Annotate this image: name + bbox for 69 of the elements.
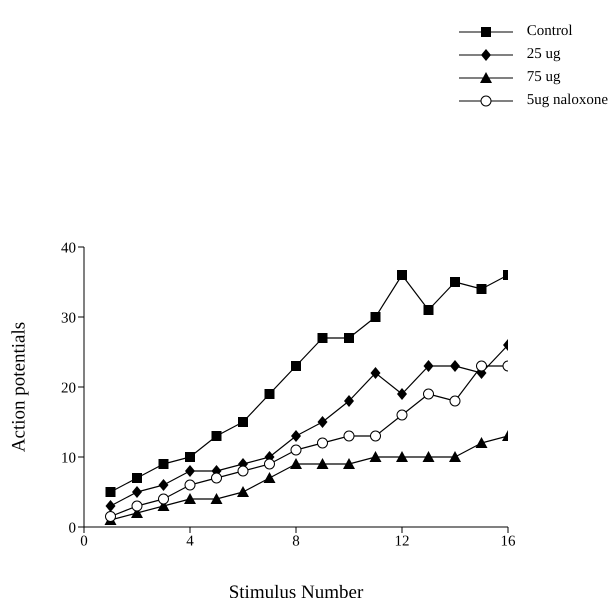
point — [424, 360, 434, 372]
point — [318, 416, 328, 428]
point — [316, 458, 328, 469]
point — [396, 410, 408, 420]
y-tick-label: 10 — [61, 450, 76, 466]
point — [184, 493, 196, 504]
point — [344, 333, 354, 343]
point — [397, 388, 407, 400]
y-tick-label: 40 — [61, 240, 76, 256]
point — [476, 437, 488, 448]
point — [290, 458, 302, 469]
legend-label: 75 ug — [526, 69, 561, 86]
point — [370, 367, 380, 379]
point — [370, 430, 381, 442]
x-tick-label: 0 — [80, 534, 88, 550]
x-tick-label: 8 — [292, 534, 300, 550]
point — [344, 395, 354, 407]
point — [450, 396, 460, 406]
point — [210, 493, 222, 504]
point — [185, 452, 195, 462]
point — [237, 486, 249, 497]
x-tick-label: 16 — [500, 534, 516, 550]
point — [158, 494, 169, 504]
point — [211, 472, 222, 484]
point — [238, 466, 248, 476]
y-axis-title: Action potentials — [8, 322, 30, 452]
point — [344, 430, 354, 442]
point — [291, 430, 301, 442]
point — [370, 451, 382, 462]
point — [106, 500, 116, 512]
point — [105, 511, 116, 522]
point — [422, 451, 434, 462]
point — [212, 431, 222, 441]
x-tick-label: 12 — [394, 534, 410, 550]
point — [132, 500, 142, 512]
point — [424, 305, 434, 315]
point — [343, 458, 355, 469]
point — [158, 459, 168, 469]
point — [476, 284, 486, 294]
point — [318, 333, 328, 343]
y-tick-label: 30 — [61, 310, 76, 326]
point — [370, 312, 380, 322]
point — [185, 465, 195, 477]
legend-label: Control — [526, 23, 573, 40]
point — [264, 458, 275, 470]
point — [317, 438, 328, 448]
x-tick-label: 4 — [186, 534, 194, 550]
point — [184, 480, 196, 490]
legend-label: 25 ug — [526, 46, 561, 63]
x-axis-title: Stimulus Number — [228, 582, 364, 603]
point — [397, 270, 407, 280]
point — [290, 444, 302, 456]
point — [132, 486, 142, 498]
point — [291, 361, 301, 371]
point — [264, 472, 276, 483]
point — [132, 473, 142, 483]
point — [449, 451, 461, 462]
y-tick-label: 0 — [68, 520, 76, 536]
point — [450, 277, 460, 287]
point — [158, 479, 168, 491]
point — [238, 417, 248, 427]
y-tick-label: 20 — [61, 380, 76, 396]
point — [423, 388, 434, 400]
point — [106, 487, 116, 497]
point — [476, 360, 487, 372]
point — [396, 451, 408, 462]
legend-label: 5ug naloxone — [526, 92, 608, 109]
point — [450, 360, 460, 372]
point — [264, 389, 274, 399]
